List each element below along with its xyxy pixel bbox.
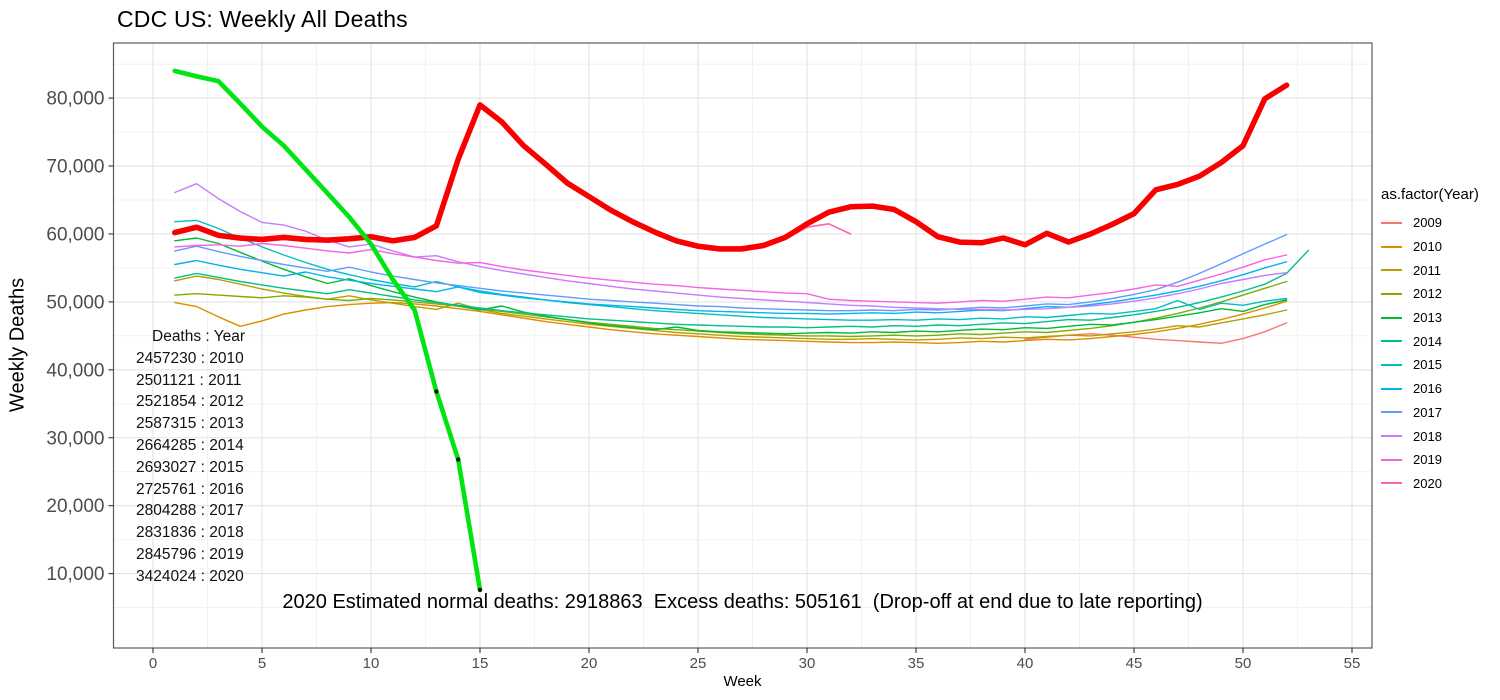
x-tick-label: 50 (1235, 655, 1252, 672)
deaths-year-row: 2521854 : 2012 (136, 393, 244, 411)
chart-title: CDC US: Weekly All Deaths (117, 6, 408, 32)
late-reporting-point-marker (477, 587, 483, 593)
legend-item-2017: 2017 (1381, 401, 1499, 425)
legend-item-2013: 2013 (1381, 306, 1499, 330)
deaths-year-row: 2845796 : 2019 (136, 545, 244, 563)
legend-key-line-2014 (1381, 340, 1402, 343)
x-tick-label: 10 (363, 655, 380, 672)
legend-label: 2016 (1413, 381, 1442, 397)
series-line-2014 (174, 249, 1310, 329)
legend-key-line-2011 (1381, 269, 1402, 272)
legend-label: 2009 (1413, 215, 1442, 231)
legend-item-2016: 2016 (1381, 377, 1499, 401)
series-line-2020-actual-bold (172, 82, 1290, 252)
y-tick-label: 50,000 (46, 292, 104, 313)
legend-key-line-2017 (1381, 411, 1402, 414)
legend-label: 2012 (1413, 286, 1442, 302)
series-line-2021-partial-late-reporting (172, 68, 483, 593)
x-axis-title: Week (723, 673, 762, 690)
series-line-2016 (174, 259, 1288, 315)
deaths-year-row: 2501121 : 2011 (136, 371, 242, 389)
legend-item-2019: 2019 (1381, 448, 1499, 472)
panel-border (112, 42, 1373, 649)
series-line-2019 (174, 242, 1288, 304)
legend-item-2020: 2020 (1381, 472, 1499, 496)
x-tick-label: 40 (1017, 655, 1034, 672)
series-line-2015 (174, 219, 1288, 321)
y-tick-label: 40,000 (46, 360, 104, 381)
deaths-by-year-heading: Deaths : Year (152, 328, 246, 345)
deaths-by-year-annotation: Deaths : Year 2457230 : 2010 2501121 : 20… (136, 326, 245, 588)
y-tick-label: 70,000 (46, 157, 104, 178)
deaths-year-row: 2693027 : 2015 (136, 458, 244, 476)
legend-label: 2018 (1413, 428, 1442, 444)
legend-item-2014: 2014 (1381, 329, 1499, 353)
series-line-2018 (174, 182, 1288, 311)
legend-label: 2011 (1413, 262, 1441, 278)
x-tick-label: 45 (1126, 655, 1143, 672)
x-tick-label: 35 (908, 655, 925, 672)
y-tick-label: 10,000 (46, 564, 104, 585)
deaths-year-row: 2457230 : 2010 (136, 349, 244, 367)
x-tick-label: 30 (799, 655, 816, 672)
deaths-year-row: 2725761 : 2016 (136, 480, 244, 498)
legend-key-line-2009 (1381, 221, 1402, 224)
legend-key-line-2013 (1381, 316, 1402, 319)
legend-key-line-2020 (1381, 482, 1402, 485)
deaths-year-row: 3424024 : 2020 (136, 567, 244, 585)
legend-key-line-2012 (1381, 292, 1402, 295)
legend-label: 2017 (1413, 404, 1442, 420)
legend-item-2012: 2012 (1381, 282, 1499, 306)
x-tick-label: 0 (149, 655, 157, 672)
y-tick-label: 60,000 (46, 224, 104, 245)
x-tick-label: 5 (258, 655, 266, 672)
legend-label: 2014 (1413, 333, 1442, 349)
series-line-2017 (174, 233, 1288, 312)
legend-label: 2013 (1413, 310, 1442, 326)
legend-item-2011: 2011 (1381, 258, 1499, 282)
excess-deaths-note: 2020 Estimated normal deaths: 2918863 Ex… (282, 591, 1203, 613)
legend-item-2018: 2018 (1381, 424, 1499, 448)
legend-label: 2019 (1413, 452, 1442, 468)
legend-items: 2009 2010 2011 2012 2013 2014 2015 2016 2017 2018… (1381, 211, 1499, 495)
deaths-year-row: 2831836 : 2018 (136, 524, 244, 542)
legend-label: 2020 (1413, 475, 1442, 491)
y-tick-label: 20,000 (46, 496, 104, 517)
legend-key-line-2010 (1381, 245, 1402, 248)
legend-item-2010: 2010 (1381, 235, 1499, 259)
x-tick-label: 25 (690, 655, 707, 672)
y-tick-label: 80,000 (46, 89, 104, 110)
legend-key-line-2018 (1381, 435, 1402, 438)
legend-label: 2010 (1413, 239, 1442, 255)
deaths-year-row: 2587315 : 2013 (136, 415, 244, 433)
deaths-year-row: 2804288 : 2017 (136, 502, 244, 520)
legend-key-line-2016 (1381, 387, 1402, 390)
legend-label: 2015 (1413, 357, 1442, 373)
legend-key-line-2015 (1381, 363, 1402, 366)
legend: as.factor(Year) 2009 2010 2011 2012 2013 2014… (1381, 186, 1499, 495)
deaths-by-year-rows: 2457230 : 2010 2501121 : 2011 2521854 : 20… (136, 348, 245, 588)
series-line-2011 (174, 275, 1288, 341)
plot-panel (113, 43, 1372, 648)
legend-title: as.factor(Year) (1381, 186, 1479, 203)
legend-item-2015: 2015 (1381, 353, 1499, 377)
x-tick-label: 15 (472, 655, 489, 672)
late-reporting-point-marker (434, 389, 439, 394)
y-tick-label: 30,000 (46, 428, 104, 449)
x-tick-label: 20 (581, 655, 598, 672)
series-line-2010 (174, 300, 1288, 344)
series-line-2012 (174, 280, 1288, 338)
late-reporting-point-marker (456, 457, 461, 462)
legend-item-2009: 2009 (1381, 211, 1499, 235)
x-tick-label: 55 (1344, 655, 1361, 672)
deaths-year-row: 2664285 : 2014 (136, 436, 244, 454)
legend-key-line-2019 (1381, 458, 1402, 461)
y-axis-title: Weekly Deaths (6, 277, 29, 413)
